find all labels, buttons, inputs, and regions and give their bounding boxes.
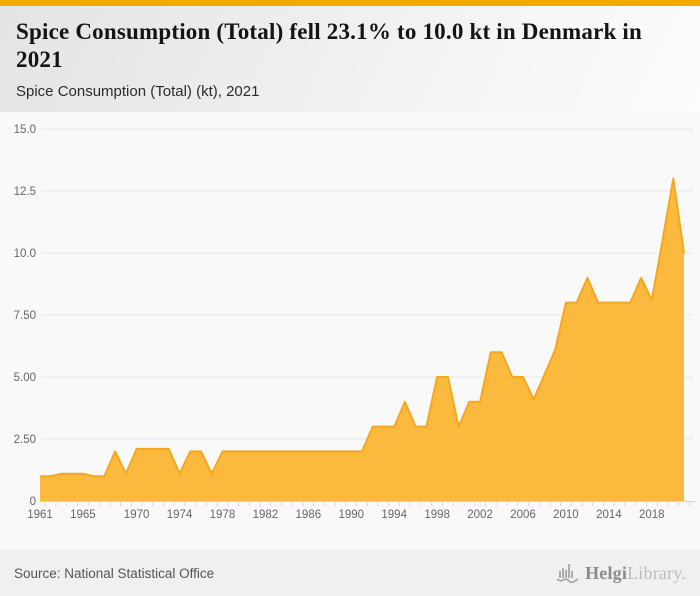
- x-tick-label: 2010: [553, 509, 579, 521]
- x-tick-label: 2006: [510, 509, 536, 521]
- chart-footer: Source: National Statistical Office Helg…: [0, 550, 700, 596]
- x-tick-label: 2002: [467, 509, 493, 521]
- x-tick-label: 1961: [27, 509, 53, 521]
- helgi-library-logo-text: HelgiLibrary.: [585, 562, 686, 583]
- x-tick-label: 1970: [124, 509, 150, 521]
- y-tick-label: 10.0: [14, 248, 36, 260]
- x-tick-label: 2018: [639, 509, 665, 521]
- y-tick-label: 15.0: [14, 124, 36, 136]
- chart-header: Spice Consumption (Total) fell 23.1% to …: [0, 6, 700, 112]
- y-tick-label: 12.5: [14, 186, 36, 198]
- x-tick-label: 1982: [253, 509, 279, 521]
- x-tick-label: 1978: [210, 509, 236, 521]
- helgi-library-logo-icon: [556, 564, 579, 583]
- y-tick-label: 2.50: [14, 434, 36, 446]
- chart-subtitle: Spice Consumption (Total) (kt), 2021: [16, 83, 260, 100]
- x-tick-label: 1986: [296, 509, 322, 521]
- x-tick-label: 1994: [381, 509, 407, 521]
- helgi-library-logo[interactable]: HelgiLibrary.: [556, 563, 686, 584]
- source-label: Source: National Statistical Office: [14, 565, 215, 581]
- y-tick-label: 0: [30, 496, 36, 508]
- x-tick-label: 1965: [70, 509, 96, 521]
- consumption-line: [40, 177, 685, 478]
- consumption-area: [40, 178, 684, 501]
- x-tick-label: 1990: [338, 509, 364, 521]
- area-chart: 0 2.50 5.00 7.50 10.0 12.5 15.0 1961 1965 1970 197…: [14, 124, 695, 521]
- x-tick-label: 2014: [596, 509, 622, 521]
- plot-region: 0 2.50 5.00 7.50 10.0 12.5 15.0 1961 1965 1970 197…: [0, 112, 700, 550]
- x-tick-label: 1974: [167, 509, 193, 521]
- x-tick-label: 1998: [424, 509, 450, 521]
- chart-title: Spice Consumption (Total) fell 23.1% to …: [16, 19, 643, 72]
- y-tick-label: 7.50: [14, 310, 36, 322]
- y-tick-label: 5.00: [14, 372, 36, 384]
- top-accent-bar: [0, 0, 700, 6]
